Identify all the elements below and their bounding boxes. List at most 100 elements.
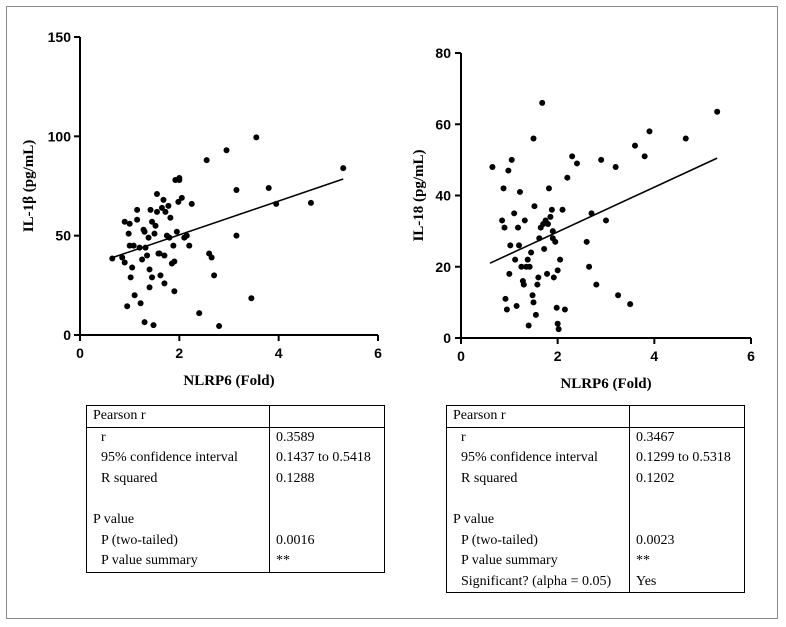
data-point <box>248 295 255 302</box>
data-point <box>170 242 177 249</box>
data-point <box>541 245 548 252</box>
row-value <box>630 489 745 510</box>
row-label: r <box>86 427 270 449</box>
data-point <box>176 177 183 184</box>
data-point <box>553 304 560 311</box>
data-point <box>175 198 182 205</box>
data-point <box>119 254 126 261</box>
data-point <box>548 206 555 213</box>
data-point <box>682 135 689 142</box>
data-point <box>127 274 134 281</box>
data-point <box>161 252 168 259</box>
row-label: Significant? (alpha = 0.05) <box>446 571 630 593</box>
data-point <box>511 210 518 217</box>
data-point <box>593 281 600 288</box>
data-point <box>178 194 185 201</box>
row-label <box>446 489 630 510</box>
x-tick-label: 2 <box>175 345 183 361</box>
data-point <box>547 213 554 220</box>
data-point <box>502 295 509 302</box>
row-value: 0.1437 to 0.5418 <box>276 450 371 466</box>
y-tick-label: 80 <box>435 45 451 61</box>
regression-line <box>109 178 344 260</box>
data-point <box>555 326 562 333</box>
data-point <box>557 256 564 263</box>
row-value <box>629 405 745 428</box>
figure-frame <box>6 6 778 619</box>
data-point <box>130 242 137 249</box>
data-point <box>503 306 510 313</box>
table-row: P (two-tailed) 0.0023 <box>446 530 745 552</box>
data-point <box>161 280 168 287</box>
data-point <box>203 157 210 164</box>
table-row: P value summary ** <box>86 551 385 573</box>
data-point <box>554 267 561 274</box>
data-point <box>149 218 156 225</box>
data-point <box>233 232 240 239</box>
data-point <box>208 254 215 261</box>
chart-il18: 0 20 40 60 80 0 2 4 6 NLRP6 (Fold) IL-18 (pg/mL) <box>411 45 755 392</box>
data-point <box>171 258 178 265</box>
data-point <box>489 164 496 170</box>
row-value: 0.1202 <box>636 471 675 487</box>
data-point <box>188 200 195 207</box>
row-value <box>270 510 385 531</box>
row-label: P value <box>446 509 630 531</box>
row-value <box>630 510 745 531</box>
x-tick-label: 4 <box>275 345 283 361</box>
row-label: P value summary <box>446 551 630 572</box>
data-point <box>183 232 190 239</box>
table-row: 95% confidence interval 0.1437 to 0.5418 <box>86 448 385 469</box>
data-point <box>173 228 180 235</box>
data-point <box>552 238 559 245</box>
data-point <box>554 320 561 327</box>
data-point <box>146 284 153 291</box>
data-point <box>265 184 272 191</box>
y-tick-label: 0 <box>63 327 71 343</box>
data-point <box>156 250 163 257</box>
data-point <box>340 165 347 172</box>
data-point <box>134 206 141 213</box>
row-value: 0.1288 <box>276 471 315 487</box>
y-axis-title: IL-18 (pg/mL) <box>411 149 427 241</box>
y-tick-label: 20 <box>435 259 451 275</box>
row-value: 0.1299 to 0.5318 <box>636 450 731 466</box>
data-point <box>196 310 203 317</box>
data-point <box>186 242 193 249</box>
data-point <box>144 252 151 259</box>
data-point <box>153 190 160 197</box>
data-point <box>641 153 648 160</box>
data-point <box>508 156 515 163</box>
data-point <box>307 199 314 206</box>
row-label: P (two-tailed) <box>86 530 270 552</box>
data-point <box>165 202 172 209</box>
data-point <box>515 224 522 231</box>
data-point <box>530 299 537 306</box>
x-tick-label: 6 <box>747 348 755 364</box>
data-point <box>126 220 133 227</box>
row-value: 0.0016 <box>276 532 315 548</box>
table-row: 95% confidence interval 0.1299 to 0.5318 <box>446 448 745 469</box>
data-point <box>141 319 148 326</box>
data-point <box>520 281 527 288</box>
data-point <box>524 256 531 263</box>
row-label: R squared <box>86 468 270 490</box>
y-tick-label: 0 <box>443 330 451 346</box>
x-axis-title: NLRP6 (Fold) <box>560 376 651 392</box>
regression-line <box>489 157 718 264</box>
data-point <box>253 134 260 141</box>
x-tick-label: 4 <box>650 348 658 364</box>
y-tick-label: 100 <box>48 128 72 144</box>
data-point <box>529 292 536 299</box>
data-point <box>501 224 508 231</box>
data-point <box>564 174 571 181</box>
data-point <box>507 242 514 249</box>
data-point <box>150 322 157 329</box>
row-value: ** <box>636 553 650 569</box>
table-row: Pearson r <box>86 405 385 428</box>
row-label: r <box>446 427 630 449</box>
data-point <box>531 203 538 210</box>
table-row: P value <box>86 509 385 531</box>
chart-il1b: 0 50 100 150 0 2 4 6 NLRP6 (Fold) IL-1β (pg/mL) <box>21 29 382 389</box>
data-point <box>528 249 535 256</box>
